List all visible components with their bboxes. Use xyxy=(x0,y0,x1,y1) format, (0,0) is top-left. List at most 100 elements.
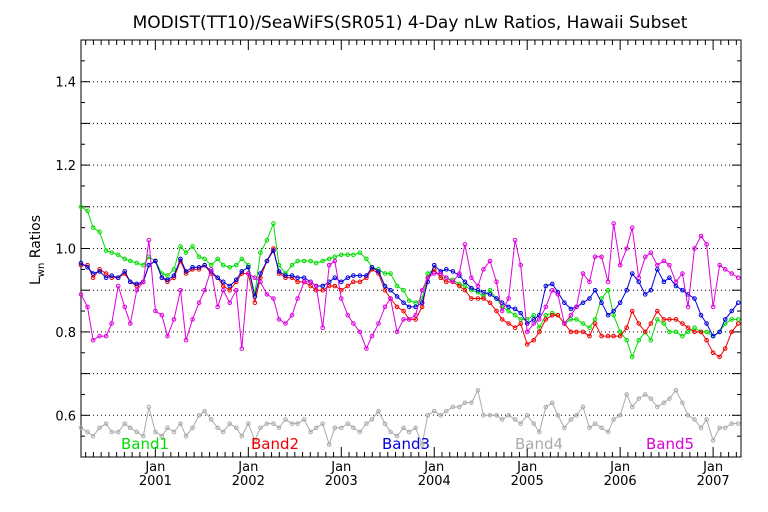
data-point xyxy=(401,308,406,314)
data-point xyxy=(431,408,437,414)
data-point xyxy=(90,275,96,280)
data-point xyxy=(475,287,481,293)
data-point xyxy=(642,254,648,260)
data-point xyxy=(624,287,629,293)
data-point xyxy=(78,292,84,297)
data-point xyxy=(729,421,735,426)
data-point xyxy=(469,285,474,291)
data-point xyxy=(271,248,276,253)
data-point xyxy=(543,404,549,410)
data-point xyxy=(313,425,319,431)
data-point xyxy=(183,269,189,274)
data-point xyxy=(233,425,239,431)
data-point xyxy=(698,312,704,318)
data-point xyxy=(345,312,351,318)
data-point xyxy=(388,287,393,293)
data-point xyxy=(127,321,133,326)
data-point xyxy=(629,308,635,314)
data-point xyxy=(450,279,456,285)
data-point xyxy=(487,413,493,418)
data-point xyxy=(220,283,226,289)
data-point xyxy=(555,292,561,297)
data-point xyxy=(512,306,518,312)
data-point xyxy=(611,417,616,422)
data-point xyxy=(729,329,735,335)
data-point xyxy=(227,283,233,289)
data-point xyxy=(171,317,177,322)
data-point xyxy=(605,312,611,318)
data-point xyxy=(605,333,611,339)
data-point xyxy=(183,250,189,255)
data-point xyxy=(624,246,629,251)
x-tick-label-year: 2006 xyxy=(604,474,637,489)
data-point xyxy=(220,262,226,268)
data-point xyxy=(735,317,741,322)
series-line-band4 xyxy=(80,388,739,447)
data-point xyxy=(146,237,152,243)
data-point xyxy=(457,271,462,276)
data-point xyxy=(419,304,425,310)
data-point xyxy=(394,304,400,310)
data-point xyxy=(215,425,220,431)
data-point xyxy=(351,252,356,258)
data-point xyxy=(252,294,258,299)
data-point xyxy=(531,337,537,343)
data-point xyxy=(425,413,431,418)
data-point xyxy=(729,317,735,322)
data-point xyxy=(115,283,121,289)
data-point xyxy=(568,417,574,422)
data-point xyxy=(215,304,220,310)
data-point xyxy=(97,425,102,431)
data-point xyxy=(178,244,183,249)
data-point xyxy=(494,296,499,301)
data-point xyxy=(190,264,195,270)
data-point xyxy=(692,417,697,422)
data-point xyxy=(308,279,313,285)
data-point xyxy=(202,256,207,262)
data-point xyxy=(611,308,616,314)
data-point xyxy=(332,283,338,289)
data-point xyxy=(605,279,611,285)
data-point xyxy=(406,298,412,303)
data-point xyxy=(587,425,592,431)
data-point xyxy=(90,337,96,343)
data-point xyxy=(438,271,444,276)
data-point xyxy=(276,425,282,431)
y-tick-label: 1.2 xyxy=(55,159,76,174)
data-point xyxy=(134,287,140,293)
data-point xyxy=(338,425,344,431)
data-point xyxy=(376,321,381,326)
data-point xyxy=(345,252,351,258)
data-point xyxy=(680,333,685,339)
data-point xyxy=(722,425,728,431)
data-point xyxy=(543,317,549,322)
data-point xyxy=(661,321,667,326)
data-point xyxy=(574,317,579,322)
data-point xyxy=(611,333,616,339)
data-point xyxy=(239,346,245,351)
data-point xyxy=(320,283,325,289)
data-point xyxy=(165,333,170,339)
data-point xyxy=(722,317,728,322)
data-point xyxy=(624,337,629,343)
data-point xyxy=(326,262,332,268)
data-point xyxy=(673,317,679,322)
data-point xyxy=(543,312,549,318)
data-point xyxy=(345,283,351,289)
data-point xyxy=(673,283,679,289)
data-point xyxy=(444,275,449,280)
data-point xyxy=(717,425,722,431)
data-point xyxy=(233,287,239,293)
data-point xyxy=(518,310,523,316)
data-point xyxy=(332,275,338,280)
data-point xyxy=(276,269,282,274)
data-point xyxy=(648,250,654,255)
data-point xyxy=(648,396,654,401)
data-point xyxy=(382,271,388,276)
data-point xyxy=(406,304,412,310)
data-point xyxy=(494,308,499,314)
data-point xyxy=(710,304,716,310)
data-point xyxy=(202,408,207,414)
x-tick-label-year: 2004 xyxy=(418,474,451,489)
